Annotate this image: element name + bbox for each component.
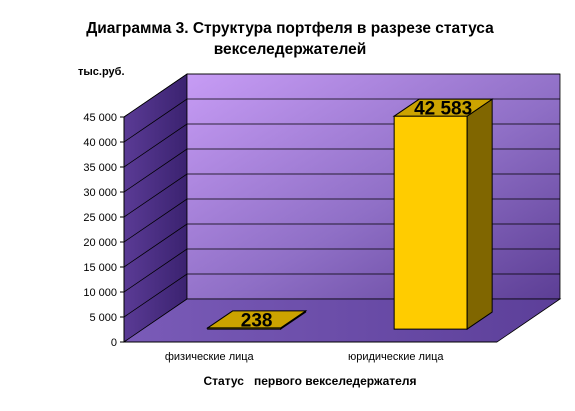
y-tick-label: 45 000 [83,112,117,124]
side-wall [123,73,188,343]
data-label: 238 [241,310,273,331]
labels: 0 5 000 10 000 15 000 20 000 25 000 30 000 35 0… [83,99,472,363]
bar-top [392,98,494,117]
y-tick-label: 40 000 [83,137,117,149]
floor [122,298,562,343]
y-tick-label: 5 000 [89,312,117,324]
bar-1 [206,309,308,331]
y-tick-label: 15 000 [83,262,117,274]
chart-title: Диаграмма 3. Структура портфеля в разрез… [86,20,494,58]
y-unit-label: тыс.руб. [78,66,125,78]
data-label: 42 583 [414,99,472,120]
y-tick-label: 0 [111,337,117,349]
bar-side [466,98,493,331]
chart-walls [122,73,562,343]
y-tick-label: 35 000 [83,162,117,174]
bars [206,98,494,331]
gridline [123,73,560,118]
x-tick-label: физические лица [165,351,255,363]
x-axis-title: Статус первого векселедержателя [203,374,417,388]
back-wall [186,73,561,300]
bar-2 [392,98,494,331]
y-tick-label: 10 000 [83,287,117,299]
bar-front [393,115,468,330]
bar-top [206,310,308,329]
y-tick-label: 25 000 [83,212,117,224]
y-tick-label: 20 000 [83,237,117,249]
axes [120,116,497,343]
y-tick-label: 30 000 [83,187,117,199]
x-tick-label: юридические лица [348,351,444,363]
